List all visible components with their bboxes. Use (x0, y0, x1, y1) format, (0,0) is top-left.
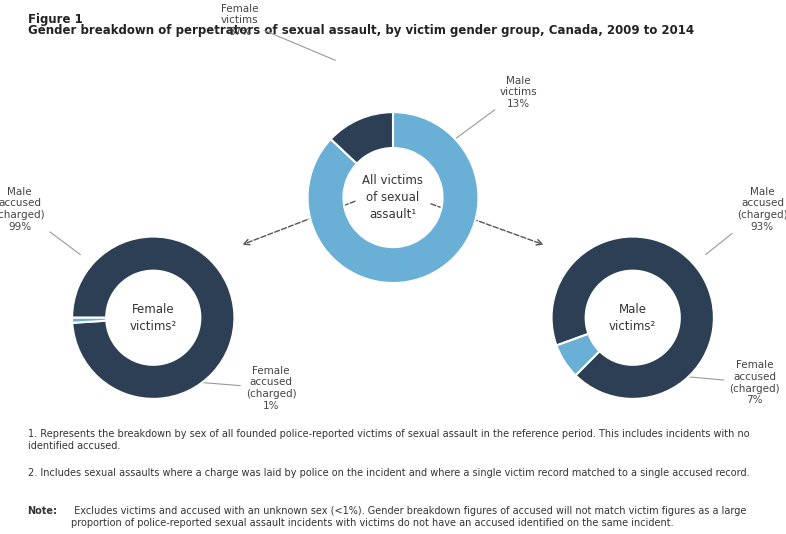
Text: Male
accused
(charged)
99%: Male accused (charged) 99% (0, 187, 80, 255)
Text: Note:: Note: (28, 506, 57, 516)
Text: Excludes victims and accused with an unknown sex (<1%). Gender breakdown figures: Excludes victims and accused with an unk… (72, 506, 747, 528)
Wedge shape (307, 112, 479, 283)
Text: Female
victims²: Female victims² (130, 303, 177, 333)
Wedge shape (72, 237, 234, 399)
Text: Figure 1: Figure 1 (28, 13, 83, 26)
Wedge shape (331, 112, 393, 163)
Text: Gender breakdown of perpetrators of sexual assault, by victim gender group, Cana: Gender breakdown of perpetrators of sexu… (28, 24, 693, 37)
Text: Female
accused
(charged)
1%: Female accused (charged) 1% (196, 366, 296, 411)
Text: Male
victims²: Male victims² (609, 303, 656, 333)
Text: Female
accused
(charged)
7%: Female accused (charged) 7% (687, 360, 780, 405)
Wedge shape (552, 237, 714, 399)
Text: Female
victims
87%: Female victims 87% (221, 4, 336, 60)
Wedge shape (556, 334, 600, 375)
Text: Male
accused
(charged)
93%: Male accused (charged) 93% (706, 187, 786, 255)
Text: 1. Represents the breakdown by sex of all founded police-reported victims of sex: 1. Represents the breakdown by sex of al… (28, 429, 749, 451)
Text: All victims
of sexual
assault¹: All victims of sexual assault¹ (362, 174, 424, 221)
Text: Male
victims
13%: Male victims 13% (450, 76, 538, 143)
Text: 2. Includes sexual assaults where a charge was laid by police on the incident an: 2. Includes sexual assaults where a char… (28, 468, 749, 478)
Wedge shape (72, 318, 106, 323)
